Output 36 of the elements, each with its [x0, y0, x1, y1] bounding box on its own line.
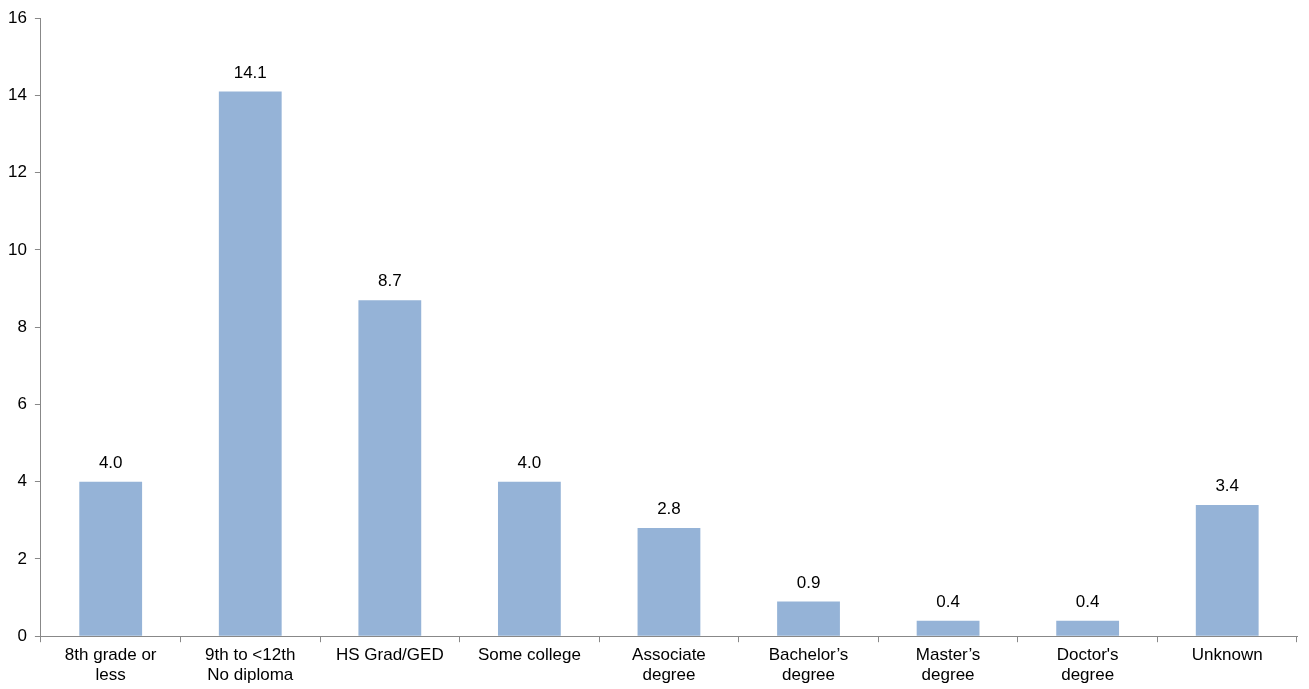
- y-tick-label: 4: [17, 471, 27, 491]
- y-tick-label: 14: [7, 85, 27, 105]
- x-tick-label: Bachelor’s degree: [768, 645, 849, 685]
- x-tick-label: 9th to <12th No diploma: [205, 645, 296, 685]
- y-tick-label: 2: [17, 548, 27, 568]
- data-label: 2.8: [657, 499, 681, 519]
- bar: [1195, 504, 1259, 636]
- y-tick-label: 0: [17, 625, 27, 645]
- y-tick-label: 16: [7, 7, 27, 27]
- x-tick-label: HS Grad/GED: [335, 645, 444, 665]
- data-label: 0.9: [796, 572, 821, 592]
- x-tick-label: 8th grade or less: [64, 645, 157, 685]
- data-label: 4.0: [517, 452, 542, 472]
- x-tick-label: Unknown: [1191, 645, 1263, 665]
- data-label: 8.7: [378, 271, 402, 291]
- data-label: 0.4: [936, 591, 960, 611]
- data-label: 3.4: [1215, 476, 1240, 496]
- y-tick-label: 8: [17, 316, 27, 336]
- data-label: 4.0: [98, 452, 123, 472]
- bar: [1056, 620, 1120, 636]
- x-tick-label: Some college: [477, 645, 581, 665]
- bar: [916, 620, 980, 636]
- x-tick-label: Associate degree: [632, 645, 706, 685]
- y-tick-label: 6: [17, 394, 27, 414]
- bar: [218, 91, 282, 636]
- data-label: 0.4: [1075, 591, 1100, 611]
- y-tick-label: 10: [7, 239, 27, 259]
- x-tick-label: Master’s degree: [915, 645, 981, 685]
- y-tick-label: 12: [7, 162, 27, 182]
- x-tick-label: Doctor's degree: [1056, 645, 1119, 685]
- bar: [497, 481, 561, 636]
- bar: [637, 528, 701, 636]
- bar: [358, 300, 422, 636]
- bar: [79, 481, 143, 636]
- bar: [777, 601, 840, 636]
- data-label: 14.1: [233, 62, 267, 82]
